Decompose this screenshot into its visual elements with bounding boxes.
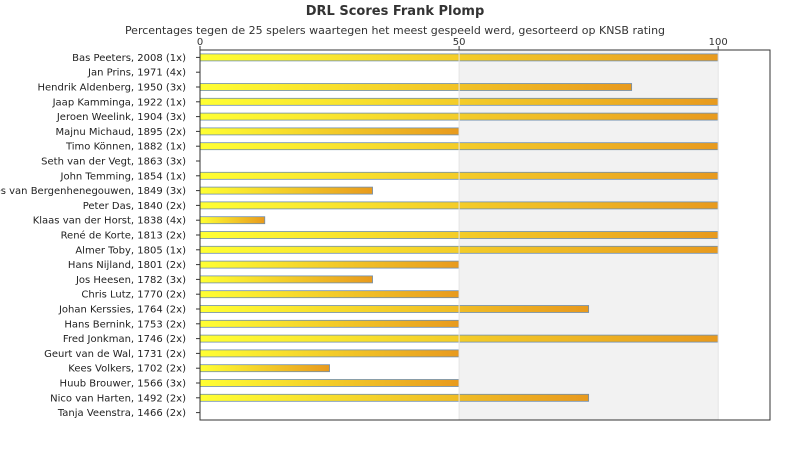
x-tick-label: 50 xyxy=(453,37,466,48)
category-label: Almer Toby, 1805 (1x) xyxy=(75,245,186,256)
bar xyxy=(199,305,590,313)
bar xyxy=(199,364,330,373)
category-label: Chris Lutz, 1770 (2x) xyxy=(81,290,186,301)
category-label: Fred Jonkman, 1746 (2x) xyxy=(63,334,186,345)
category-label: Johan Kerssies, 1764 (2x) xyxy=(58,305,186,316)
bar xyxy=(199,379,460,387)
category-label: Bas Peeters, 2008 (1x) xyxy=(72,53,186,64)
background-band xyxy=(718,50,770,420)
category-label: Majnu Michaud, 1895 (2x) xyxy=(55,127,186,138)
category-label: Timo Können, 1882 (1x) xyxy=(65,142,186,153)
category-label: Tanja Veenstra, 1466 (2x) xyxy=(57,408,186,419)
category-label: Hans Nijland, 1801 (2x) xyxy=(68,260,186,271)
category-label: Kees van Bergenhenegouwen, 1849 (3x) xyxy=(0,186,186,197)
x-tick-label: 100 xyxy=(709,37,728,48)
category-label: René de Korte, 1813 (2x) xyxy=(61,230,187,242)
category-label: Klaas van der Horst, 1838 (4x) xyxy=(33,216,186,227)
chart-title: DRL Scores Frank Plomp xyxy=(305,4,485,19)
category-label: Peter Das, 1840 (2x) xyxy=(83,201,186,212)
category-label: Kees Volkers, 1702 (2x) xyxy=(68,364,186,375)
bar xyxy=(199,216,266,225)
bar xyxy=(199,290,460,299)
category-label: John Temming, 1854 (1x) xyxy=(60,171,187,182)
category-label: Nico van Harten, 1492 (2x) xyxy=(50,393,186,404)
category-label: Jeroen Weelink, 1904 (3x) xyxy=(56,112,186,123)
category-label: Jos Heesen, 1782 (3x) xyxy=(75,275,186,286)
bar xyxy=(199,319,460,328)
bar xyxy=(199,83,633,91)
bar xyxy=(199,393,590,402)
category-label: Seth van der Vegt, 1863 (3x) xyxy=(41,157,186,168)
category-label: Hendrik Aldenberg, 1950 (3x) xyxy=(37,83,186,94)
category-label: Huub Brouwer, 1566 (3x) xyxy=(60,379,187,390)
bar xyxy=(199,186,373,195)
category-labels: Bas Peeters, 2008 (1x) Jan Prins, 1971 (4… xyxy=(0,53,200,419)
category-label: Jan Prins, 1971 (4x) xyxy=(87,68,186,79)
category-label: Geurt van de Wal, 1731 (2x) xyxy=(44,349,186,360)
plot-frame xyxy=(199,49,771,421)
category-label: Jaap Kamminga, 1922 (1x) xyxy=(52,97,186,108)
category-label: Hans Bernink, 1753 (2x) xyxy=(64,319,186,330)
bar xyxy=(199,127,460,136)
bar xyxy=(199,349,460,358)
x-tick-label: 0 xyxy=(197,37,203,48)
bar xyxy=(199,275,373,284)
bar xyxy=(199,260,460,269)
chart-subtitle: Percentages tegen de 25 spelers waartege… xyxy=(124,24,666,37)
